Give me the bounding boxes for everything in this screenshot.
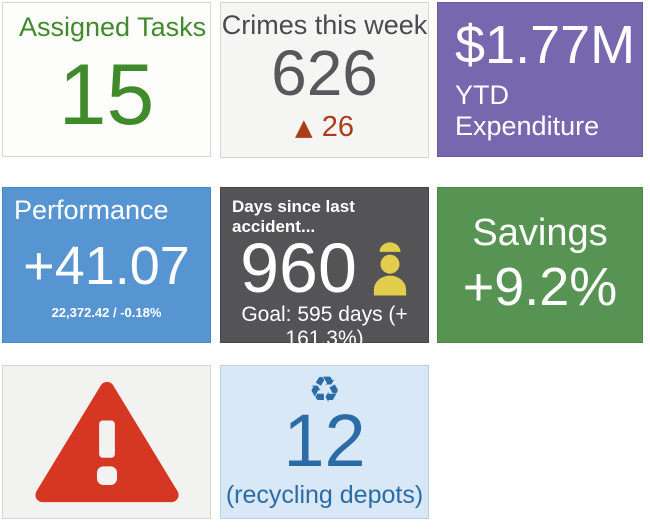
worker-person-icon xyxy=(373,242,407,296)
expenditure-label: YTD Expenditure xyxy=(455,79,600,141)
crimes-card: Crimes this week 626 ▲ 26 xyxy=(220,2,429,158)
accident-card: Days since last accident... 960 Goal: 59… xyxy=(220,187,429,350)
warning-triangle-icon xyxy=(34,381,179,503)
assigned-tasks-title: Assigned Tasks xyxy=(19,12,207,42)
assigned-tasks-card: Assigned Tasks 15 xyxy=(2,2,211,157)
recycling-value: 12 xyxy=(283,399,366,482)
crimes-title: Crimes this week xyxy=(221,10,428,40)
warning-card xyxy=(2,365,211,519)
performance-value: +41.07 xyxy=(23,235,190,296)
up-triangle-icon: ▲ xyxy=(295,114,313,141)
assigned-tasks-value: 15 xyxy=(58,46,155,143)
recycle-icon: ♻ xyxy=(308,370,341,411)
savings-card: Savings +9.2% xyxy=(437,187,643,343)
expenditure-value: $1.77M xyxy=(455,15,636,76)
expenditure-card: $1.77M YTD Expenditure xyxy=(437,2,643,157)
accident-value: 960 xyxy=(240,229,357,307)
crimes-value: 626 xyxy=(271,37,378,109)
performance-title: Performance xyxy=(14,195,169,225)
recycling-card: ♻ 12 (recycling depots) xyxy=(220,365,429,519)
recycling-label: (recycling depots) xyxy=(225,481,424,509)
performance-card: Performance +41.07 22,372.42 / -0.18% xyxy=(2,187,211,343)
crimes-delta-value: 26 xyxy=(321,111,354,143)
savings-title: Savings xyxy=(472,211,608,254)
accident-title: Days since last accident... xyxy=(232,197,355,236)
savings-value: +9.2% xyxy=(462,256,618,317)
crimes-delta: ▲ 26 xyxy=(295,111,354,144)
accident-goal: Goal: 595 days (+ 161.3%) xyxy=(241,303,408,350)
performance-detail: 22,372.42 / -0.18% xyxy=(51,305,162,320)
